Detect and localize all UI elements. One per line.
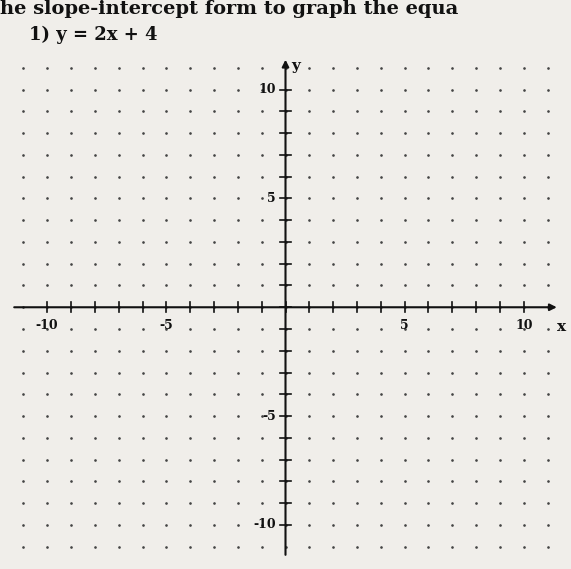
Text: x: x bbox=[557, 320, 566, 335]
Text: 10: 10 bbox=[259, 83, 276, 96]
Text: he slope-intercept form to graph the equa: he slope-intercept form to graph the equ… bbox=[0, 0, 459, 18]
Text: 10: 10 bbox=[515, 319, 533, 332]
Text: -10: -10 bbox=[254, 518, 276, 531]
Text: 5: 5 bbox=[267, 192, 276, 205]
Text: -5: -5 bbox=[159, 319, 173, 332]
Text: 5: 5 bbox=[400, 319, 409, 332]
Text: -10: -10 bbox=[36, 319, 58, 332]
Text: 1) y = 2x + 4: 1) y = 2x + 4 bbox=[29, 26, 157, 44]
Text: y: y bbox=[291, 59, 300, 73]
Text: -5: -5 bbox=[262, 410, 276, 423]
